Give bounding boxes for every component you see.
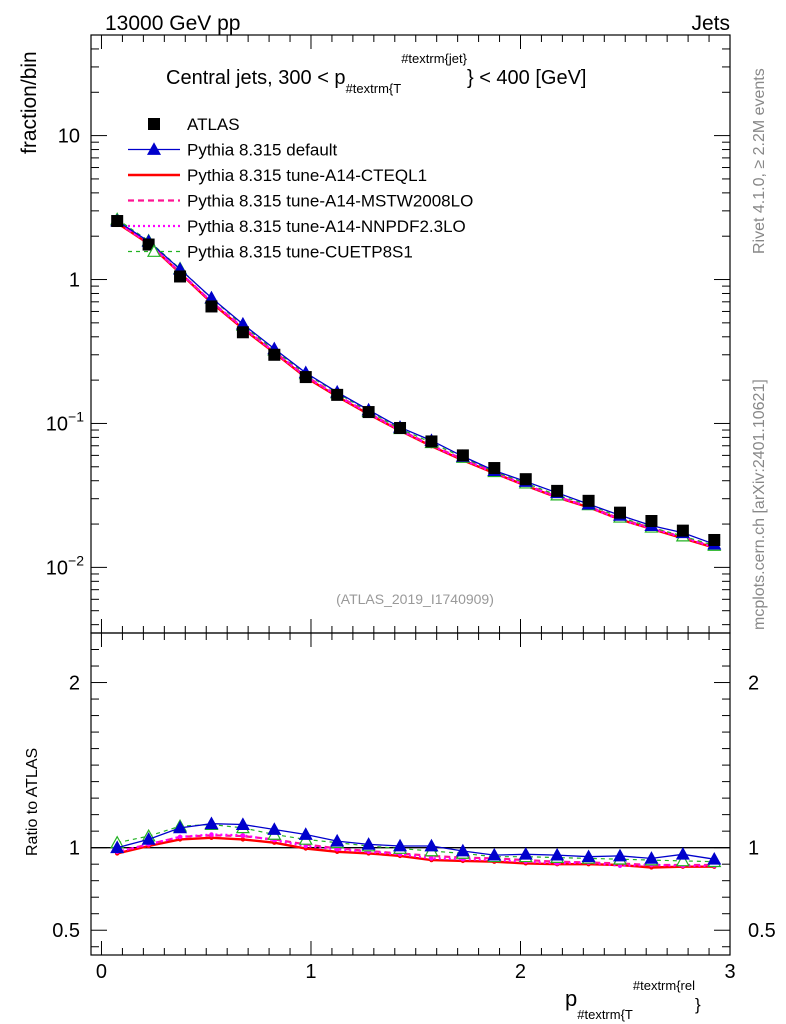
y-tick-label: 0.5: [52, 920, 80, 942]
default-point: [707, 851, 722, 865]
x-axis-label: p#textrm{T#textrm{rel}: [565, 978, 701, 1022]
main-axis-ticks: 10 1 10−1 10−2: [46, 34, 731, 633]
rivet-version-label: Rivet 4.1.0, ≥ 2.2M events: [751, 68, 768, 254]
atlas-data-point: [456, 449, 469, 462]
plot-title: Central jets, 300 < p#textrm{T#textrm{je…: [166, 51, 586, 96]
legend-atlas-label: ATLAS: [187, 115, 240, 134]
legend-default-marker: [146, 142, 162, 155]
x-tick-label: 1: [305, 961, 316, 983]
legend-cteql1-label: Pythia 8.315 tune-A14-CTEQL1: [187, 166, 427, 185]
ratio-plot-frame: [90, 632, 731, 956]
default-point: [110, 840, 125, 854]
default-point: [518, 847, 533, 860]
nnpdf-point: [334, 847, 340, 852]
atlas-data-point: [268, 348, 281, 361]
energy-label: 13000 GeV pp: [105, 12, 240, 35]
nnpdf-point: [209, 832, 214, 837]
y-tick-label: 2: [69, 673, 80, 695]
ratio-y-axis-label: Ratio to ATLAS: [24, 748, 41, 856]
cteql1-series-line: [116, 221, 715, 549]
legend-cuetp8s1-label: Pythia 8.315 tune-CUETP8S1: [187, 243, 413, 262]
y-tick-label: 1: [69, 270, 80, 292]
default-point: [424, 838, 439, 852]
atlas-data-point: [236, 326, 249, 339]
nnpdf-point: [617, 863, 623, 869]
atlas-data-point: [425, 435, 438, 448]
y-tick-label: 1: [69, 838, 80, 860]
y-tick-label-right: 0.5: [748, 920, 776, 942]
atlas-data-point: [551, 484, 564, 497]
atlas-data-point: [645, 515, 658, 528]
legend-atlas-marker: [148, 118, 160, 130]
default-point: [235, 817, 250, 830]
default-point: [455, 843, 470, 857]
y-tick-label: 10: [58, 126, 80, 148]
default-point: [487, 847, 502, 861]
atlas-data-point: [614, 506, 627, 519]
legend-default-label: Pythia 8.315 default: [187, 141, 338, 160]
atlas-data-point: [331, 388, 344, 401]
ratio-axis-ticks: 0 1 2 3 2 2 1 1 0.5 0.5: [52, 633, 776, 983]
nnpdf-point: [240, 833, 246, 838]
cteql1-point: [240, 837, 246, 842]
default-point: [267, 822, 282, 835]
x-tick-label: 0: [96, 961, 107, 983]
default-point: [204, 816, 219, 830]
atlas-data-point: [519, 473, 532, 486]
default-point: [612, 848, 628, 862]
y-tick-label: 10−2: [46, 552, 84, 579]
nnpdf-series-line: [116, 221, 715, 549]
default-point: [361, 837, 376, 850]
nnpdf-point: [177, 834, 183, 840]
y-tick-label-right: 2: [748, 673, 759, 695]
atlas-data-point: [362, 406, 375, 419]
atlas-data-point: [488, 462, 501, 475]
atlas-data-point: [174, 270, 187, 283]
atlas-data-point: [142, 238, 155, 251]
jets-label: Jets: [691, 12, 730, 35]
cuetp8s1-series-line: [116, 218, 715, 547]
default-series-line: [116, 220, 715, 545]
default-point: [581, 849, 596, 863]
legend-cuetp8s1-marker: [146, 244, 162, 257]
atlas-data-point: [205, 300, 218, 313]
x-tick-label: 3: [724, 961, 735, 983]
atlas-data-point: [111, 215, 124, 228]
ratio-series-layer: [110, 816, 722, 870]
main-y-axis-label: fraction/bin: [18, 51, 41, 154]
legend: ATLAS Pythia 8.315 default Pythia 8.315 tu…: [128, 115, 473, 262]
x-tick-label: 2: [515, 961, 526, 983]
nnpdf-series-line: [116, 833, 715, 867]
nnpdf-point: [303, 843, 308, 849]
legend-nnpdf-label: Pythia 8.315 tune-A14-NNPDF2.3LO: [187, 217, 466, 236]
default-point: [330, 833, 345, 847]
y-tick-label-right: 1: [748, 838, 759, 860]
atlas-data-point: [299, 371, 312, 384]
atlas-data-point: [582, 494, 595, 507]
main-series-layer: [110, 212, 722, 551]
legend-mstw-label: Pythia 8.315 tune-A14-MSTW2008LO: [187, 192, 473, 211]
default-point: [550, 847, 565, 861]
mstw-series-line: [116, 221, 715, 548]
default-point: [173, 820, 188, 834]
y-tick-label: 10−1: [46, 408, 84, 435]
default-series-line: [117, 823, 715, 860]
default-point: [675, 847, 690, 860]
default-point: [141, 832, 156, 845]
cuetp8s1-point: [675, 853, 690, 867]
atlas-data-point: [708, 533, 721, 546]
analysis-watermark: (ATLAS_2019_I1740909): [336, 591, 494, 607]
mcplots-label: mcplots.cern.ch [arXiv:2401.10621]: [751, 379, 768, 630]
default-point: [644, 851, 659, 864]
atlas-data-point: [676, 524, 689, 537]
atlas-data-point: [394, 421, 407, 434]
default-point: [393, 838, 408, 852]
nnpdf-point: [429, 856, 434, 861]
default-point: [298, 827, 313, 840]
